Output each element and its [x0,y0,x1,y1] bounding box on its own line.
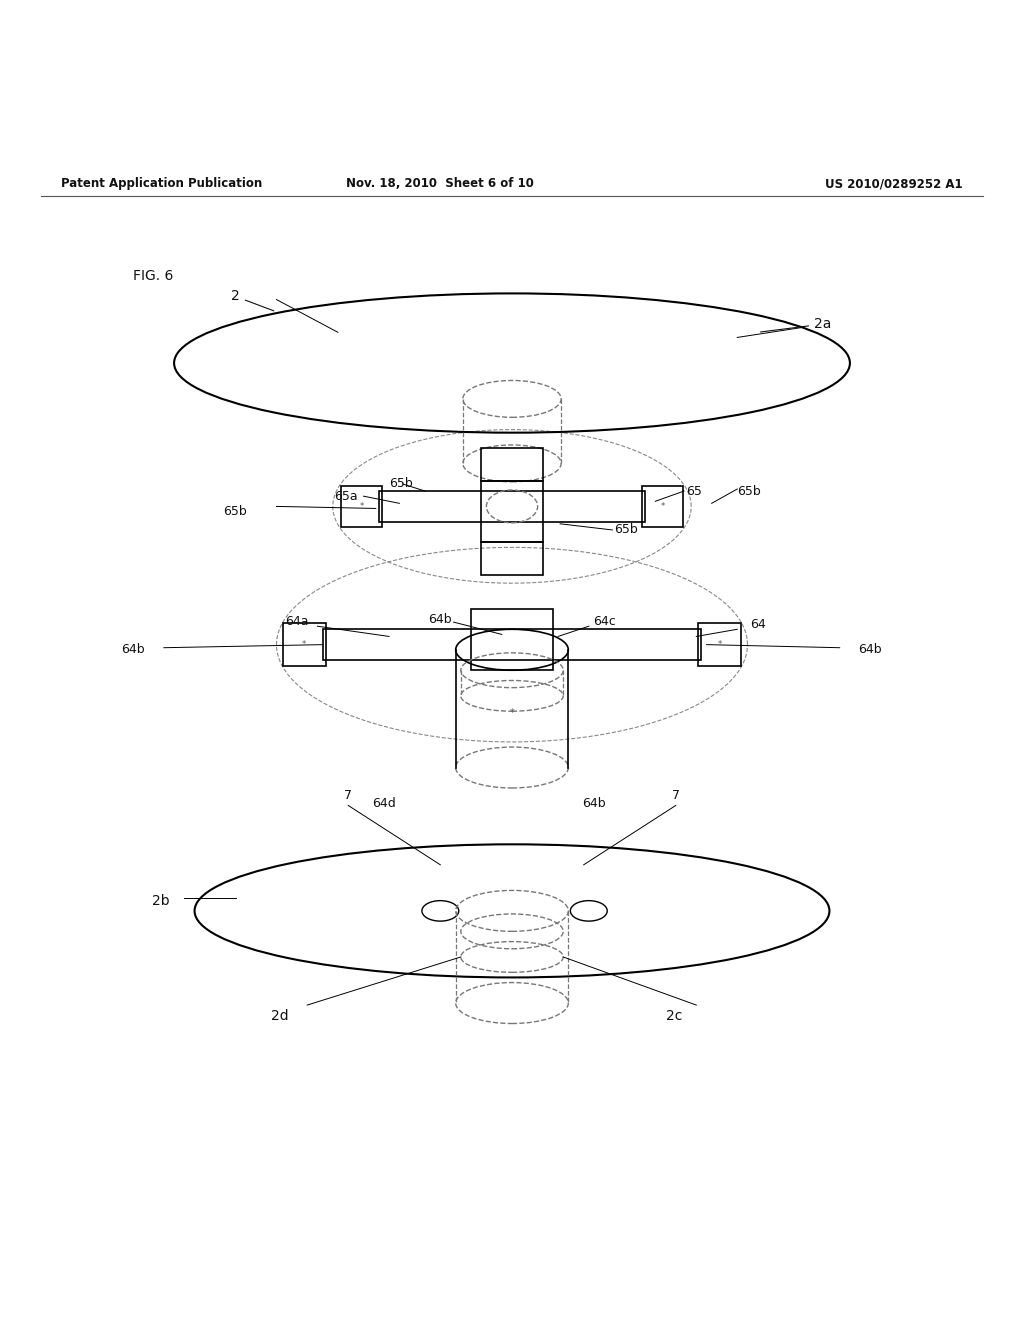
Text: *: * [718,640,722,649]
Text: 64d: 64d [372,797,396,810]
Bar [283,623,326,667]
Text: 64c: 64c [593,615,615,627]
Text: 2: 2 [231,289,273,312]
Text: *: * [510,709,514,718]
Text: 65b: 65b [389,478,413,490]
Text: 65a: 65a [334,490,357,503]
Text: 64b: 64b [428,612,453,626]
Text: 65b: 65b [223,506,247,517]
Bar [471,609,553,671]
Text: Patent Application Publication: Patent Application Publication [61,177,263,190]
Text: 2b: 2b [152,894,169,908]
Bar [341,486,382,527]
Bar [323,630,701,660]
Text: 64: 64 [750,618,766,631]
Text: 2d: 2d [271,1010,289,1023]
Text: 65: 65 [686,484,702,498]
Bar [481,543,543,576]
Text: *: * [660,502,665,511]
Text: US 2010/0289252 A1: US 2010/0289252 A1 [825,177,963,190]
Bar [642,486,683,527]
Bar [481,447,543,480]
Text: 64b: 64b [582,797,606,810]
Bar [481,480,543,543]
Text: 64b: 64b [858,643,883,656]
Text: 2a: 2a [761,317,831,331]
Text: FIG. 6: FIG. 6 [133,269,173,282]
Text: 7: 7 [672,788,680,801]
Text: 7: 7 [344,788,352,801]
Text: 65b: 65b [737,484,761,498]
Bar [379,491,645,521]
Text: *: * [302,640,306,649]
Text: Nov. 18, 2010  Sheet 6 of 10: Nov. 18, 2010 Sheet 6 of 10 [346,177,535,190]
Text: 65b: 65b [614,524,638,536]
Text: 2c: 2c [666,1010,682,1023]
Text: 64b: 64b [121,643,145,656]
Text: 64a: 64a [286,615,308,627]
Text: *: * [359,502,364,511]
Bar [698,623,741,667]
